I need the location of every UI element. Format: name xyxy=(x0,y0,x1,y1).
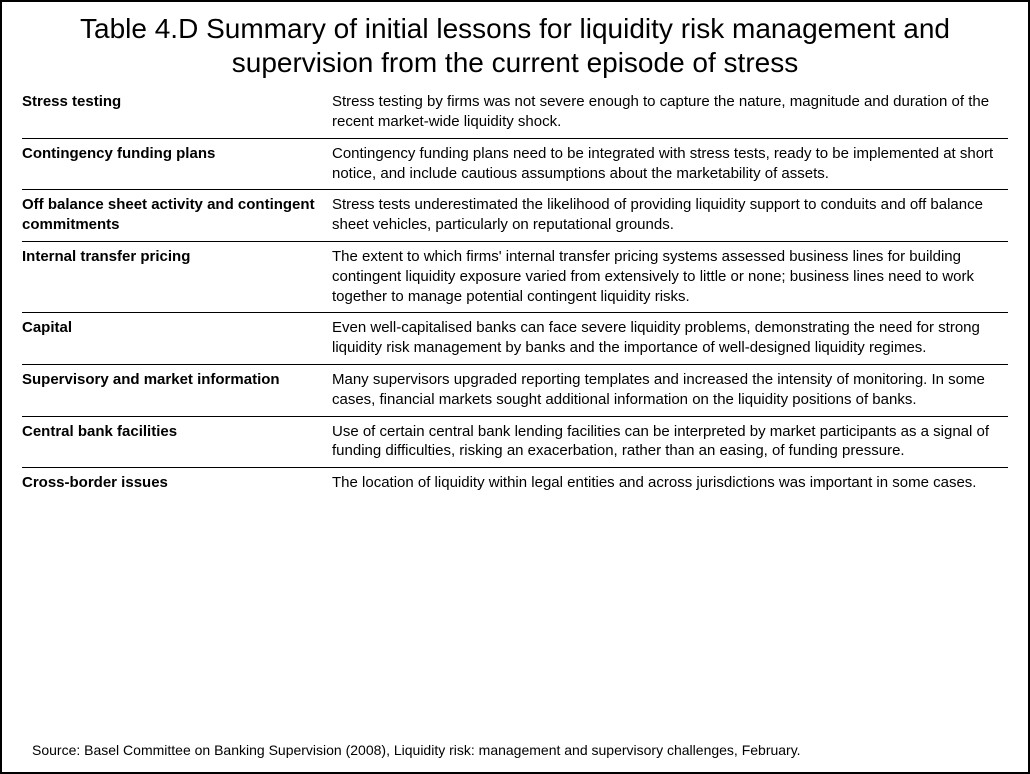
row-label: Off balance sheet activity and contingen… xyxy=(22,190,332,242)
row-value: Even well-capitalised banks can face sev… xyxy=(332,313,1008,365)
table-row: Central bank facilitiesUse of certain ce… xyxy=(22,416,1008,468)
table-row: CapitalEven well-capitalised banks can f… xyxy=(22,313,1008,365)
lessons-table-body: Stress testingStress testing by firms wa… xyxy=(22,87,1008,499)
row-label: Supervisory and market information xyxy=(22,364,332,416)
page-frame: Table 4.D Summary of initial lessons for… xyxy=(0,0,1030,774)
row-value: Many supervisors upgraded reporting temp… xyxy=(332,364,1008,416)
row-value: Stress testing by firms was not severe e… xyxy=(332,87,1008,138)
source-citation: Source: Basel Committee on Banking Super… xyxy=(32,742,998,758)
table-row: Contingency funding plansContingency fun… xyxy=(22,138,1008,190)
row-label: Central bank facilities xyxy=(22,416,332,468)
row-value: Stress tests underestimated the likeliho… xyxy=(332,190,1008,242)
table-row: Supervisory and market informationMany s… xyxy=(22,364,1008,416)
table-row: Internal transfer pricingThe extent to w… xyxy=(22,241,1008,312)
table-row: Stress testingStress testing by firms wa… xyxy=(22,87,1008,138)
table-row: Cross-border issuesThe location of liqui… xyxy=(22,468,1008,499)
row-value: Use of certain central bank lending faci… xyxy=(332,416,1008,468)
row-value: The location of liquidity within legal e… xyxy=(332,468,1008,499)
row-label: Cross-border issues xyxy=(22,468,332,499)
row-label: Capital xyxy=(22,313,332,365)
row-label: Internal transfer pricing xyxy=(22,241,332,312)
row-label: Stress testing xyxy=(22,87,332,138)
lessons-table: Stress testingStress testing by firms wa… xyxy=(22,87,1008,499)
row-label: Contingency funding plans xyxy=(22,138,332,190)
table-row: Off balance sheet activity and contingen… xyxy=(22,190,1008,242)
row-value: The extent to which firms' internal tran… xyxy=(332,241,1008,312)
row-value: Contingency funding plans need to be int… xyxy=(332,138,1008,190)
table-title: Table 4.D Summary of initial lessons for… xyxy=(22,12,1008,79)
